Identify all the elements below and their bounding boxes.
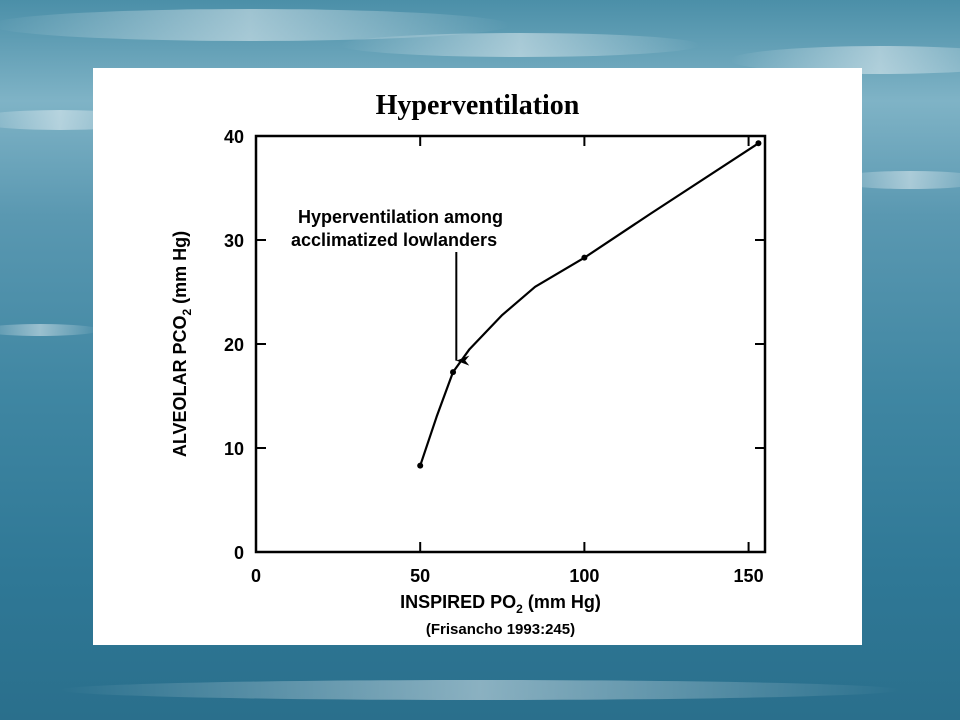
y-axis-label: ALVEOLAR PCO2 (mm Hg) — [170, 231, 194, 457]
annotation-line-2: acclimatized lowlanders — [291, 230, 497, 250]
y-tick-label: 30 — [224, 231, 244, 251]
x-tick-label: 150 — [734, 566, 764, 586]
data-point — [450, 369, 457, 376]
y-tick-label: 20 — [224, 335, 244, 355]
x-tick-label: 100 — [569, 566, 599, 586]
y-tick-label: 40 — [224, 127, 244, 147]
y-tick-label: 10 — [224, 439, 244, 459]
y-tick-label: 0 — [234, 543, 244, 563]
chart-title: Hyperventilation — [375, 90, 580, 121]
x-tick-label: 50 — [410, 566, 430, 586]
data-point — [581, 254, 588, 261]
figure-panel: 0 10 20 30 40 0 50 100 150 Hyperventilation among… — [93, 68, 862, 645]
series-line — [419, 142, 760, 467]
plot-frame — [254, 134, 767, 554]
data-point — [417, 462, 424, 469]
x-axis-label: INSPIRED PO2 (mm Hg) — [400, 592, 601, 616]
source-citation: (Frisancho 1993:245) — [426, 621, 575, 638]
hyperventilation-chart: 0 10 20 30 40 0 50 100 150 Hyperventilation among… — [170, 127, 767, 638]
data-point — [755, 140, 762, 147]
annotation-line-1: Hyperventilation among — [298, 207, 503, 227]
x-tick-label: 0 — [251, 566, 261, 586]
